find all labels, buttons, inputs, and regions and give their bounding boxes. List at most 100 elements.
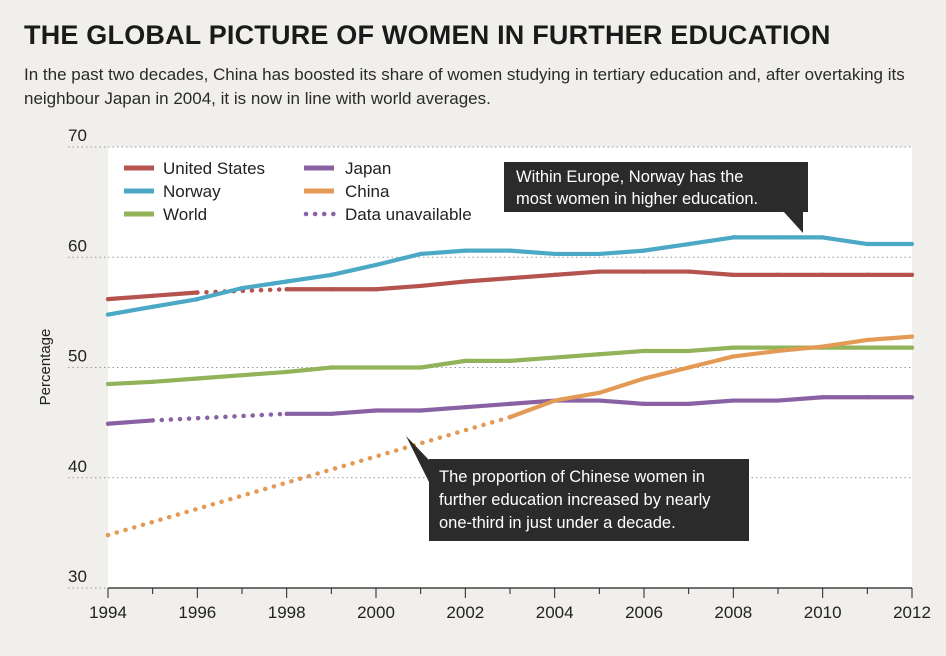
series-norway-point-2011: [865, 241, 870, 247]
legend-label-world: World: [163, 205, 207, 224]
series-world: [105, 345, 915, 387]
series-world-point-2008: [731, 345, 736, 350]
series-united-states-segment-2000-2001: [373, 283, 423, 292]
series-china-point-2010: [820, 344, 825, 349]
series-norway-point-2000: [373, 262, 379, 268]
series-world-point-2009: [775, 345, 781, 350]
legend: United States Japan Norway China World D…: [124, 159, 472, 224]
series-japan-point-2010: [820, 395, 825, 400]
series-japan-segment-2005-2006: [597, 398, 647, 406]
series-norway-point-1994: [105, 312, 111, 317]
series-norway-segment-2010-2011: [820, 235, 870, 247]
series-japan-segment-2009-2010: [775, 395, 825, 403]
y-tick-label-30: 30: [68, 567, 87, 586]
series-japan-point-2006: [641, 401, 647, 406]
legend-label-japan: Japan: [345, 159, 391, 178]
x-tick-label-2010: 2010: [804, 603, 842, 622]
series-united-states-point-2010: [820, 272, 825, 277]
x-axis-ticks: 1994 1996 1998 2000 2002 2004 2006 2008 2010 2012: [89, 587, 931, 622]
callout-china-line-3: one-third in just under a decade.: [439, 514, 676, 532]
series-norway-point-2009: [775, 235, 781, 240]
series-norway-segment-2000-2001: [373, 251, 423, 268]
series-united-states-point-1998: [284, 287, 289, 292]
series-norway-point-1995: [150, 304, 155, 309]
callout-norway-pointer: [783, 211, 803, 233]
series-japan-point-2000: [373, 408, 379, 413]
series-china-segment-2008-2009: [731, 348, 781, 359]
series-united-states-point-2011: [865, 272, 870, 277]
series-united-states-segment-2004-2005: [552, 269, 602, 277]
callout-china-pointer: [406, 436, 429, 482]
series-norway-segment-1995-1996: [150, 297, 200, 309]
series-world-point-2004: [552, 355, 557, 360]
y-tick-label-60: 60: [68, 236, 87, 255]
series-japan-segment-2001-2002: [418, 405, 468, 413]
series-china-point-2006: [641, 376, 647, 381]
series-japan-point-1995: [150, 418, 155, 423]
series-united-states-segment-1995-1996: [150, 290, 200, 298]
series-norway-point-2002: [463, 248, 468, 253]
series-japan: [105, 395, 915, 426]
series-china-point-2011: [865, 337, 870, 343]
series-china-point-2003: [507, 415, 513, 420]
series-japan-point-2003: [507, 401, 513, 406]
callout-norway-line-2: most women in higher education.: [516, 190, 758, 208]
series-norway-point-2001: [418, 251, 423, 257]
series-world-point-2006: [641, 348, 647, 354]
series-world-segment-1998-1999: [284, 365, 334, 375]
x-tick-label-2006: 2006: [625, 603, 663, 622]
series-norway-segment-2001-2002: [418, 248, 468, 257]
series-china-point-2007: [686, 365, 691, 370]
series-china: [105, 334, 915, 538]
series-united-states-point-2007: [686, 269, 691, 274]
series-china-segment-2004-2005: [552, 390, 602, 403]
legend-label-data-unavailable: Data unavailable: [345, 205, 472, 224]
series-norway-point-2010: [820, 235, 825, 240]
series-world-segment-1997-1998: [239, 369, 289, 378]
series-world-segment-2007-2008: [686, 345, 736, 354]
x-tick-label-1996: 1996: [178, 603, 216, 622]
series-united-states-point-2003: [507, 276, 513, 281]
series-world-point-2005: [597, 352, 602, 357]
legend-label-norway: Norway: [163, 182, 221, 201]
series-norway-point-2006: [641, 248, 647, 253]
callout-china-line-1: The proportion of Chinese women in: [439, 468, 705, 486]
series-world-point-1995: [150, 379, 155, 384]
x-tick-label-2008: 2008: [714, 603, 752, 622]
legend-label-united-states: United States: [163, 159, 265, 178]
series-united-states-segment-2003-2004: [507, 272, 557, 281]
series-united-states-point-2000: [373, 287, 379, 292]
series-norway-point-1996: [195, 297, 200, 302]
series-china-point-2005: [597, 390, 602, 395]
x-tick-label-1998: 1998: [268, 603, 306, 622]
page-subtitle: In the past two decades, China has boost…: [24, 65, 905, 108]
callout-norway-line-1: Within Europe, Norway has the: [516, 168, 743, 186]
series-japan-point-1999: [329, 411, 334, 416]
series-japan-segment-2007-2008: [686, 398, 736, 406]
series-norway-point-2007: [686, 241, 691, 247]
callout-norway-box: [504, 162, 808, 212]
series-japan-segment-2002-2003: [463, 401, 513, 410]
series-norway: [105, 235, 915, 317]
series-norway-segment-1998-1999: [284, 272, 334, 284]
series-japan-point-2009: [775, 398, 781, 403]
series-norway-point-1998: [284, 279, 289, 284]
series-united-states-point-2012: [909, 272, 915, 277]
series-japan-point-2001: [418, 408, 423, 413]
series-china-segment-2006-2007: [641, 365, 691, 381]
series-china-segment-2009-2010: [775, 344, 825, 354]
series-united-states-segment-1994-1995: [105, 293, 155, 302]
series-china-segment-2005-2006: [597, 376, 647, 395]
series-united-states-point-2009: [775, 272, 781, 277]
series-norway-point-2003: [507, 248, 513, 253]
series-japan-segment-1994-1995: [105, 418, 155, 426]
series-united-states-point-2004: [552, 272, 557, 277]
callout-china-box: [429, 459, 749, 541]
series-world-point-1998: [284, 369, 289, 375]
series-china-point-2009: [775, 348, 781, 354]
series-japan-point-2011: [865, 395, 870, 400]
series-china-segment-2011-2012: [865, 334, 915, 343]
series-world-point-2012: [909, 345, 915, 350]
x-tick-label-2004: 2004: [536, 603, 574, 622]
series-japan-point-2007: [686, 401, 691, 406]
